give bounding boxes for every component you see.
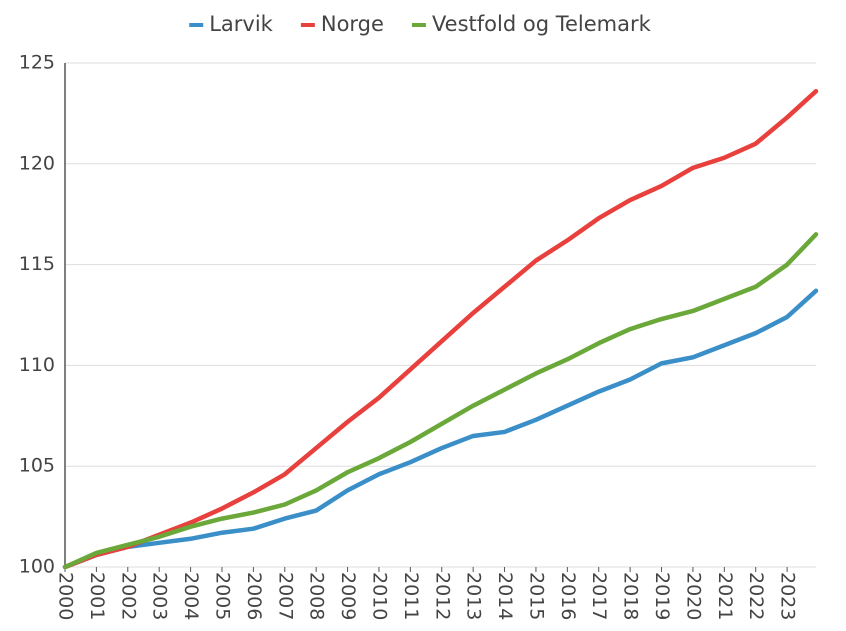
line-series: [62, 288, 819, 570]
x-tick-label: 2002: [117, 572, 139, 620]
x-tick-label: 2007: [274, 572, 296, 620]
legend-label: Larvik: [209, 12, 273, 36]
x-tick-label: 2014: [494, 572, 516, 620]
line-series: [62, 88, 819, 570]
x-tick-label: 2011: [400, 572, 422, 620]
x-tick-label: 2012: [431, 572, 453, 620]
y-tick-label: 100: [19, 556, 55, 578]
y-tick-label: 115: [19, 253, 55, 275]
x-tick-label: 2018: [620, 572, 642, 620]
x-tick-label: 2015: [525, 572, 547, 620]
x-tick-label: 2020: [682, 572, 704, 620]
x-tick-label: 2000: [55, 572, 77, 620]
x-tick-label: 2013: [463, 572, 485, 620]
x-tick-label: 2016: [557, 572, 579, 620]
x-tick-label: 2017: [588, 572, 610, 620]
legend-label: Norge: [321, 12, 384, 36]
x-tick-label: 2006: [243, 572, 265, 620]
x-tick-label: 2021: [714, 572, 736, 620]
x-tick-label: 2009: [337, 572, 359, 620]
x-tick-label: 2008: [306, 572, 328, 620]
x-tick-label: 2005: [211, 572, 233, 620]
x-tick-label: 2001: [86, 572, 108, 620]
y-tick-label: 120: [19, 152, 55, 174]
x-tick-label: 2023: [777, 572, 799, 620]
x-tick-label: 2010: [368, 572, 390, 620]
y-tick-label: 110: [19, 354, 55, 376]
line-series: [62, 232, 819, 570]
x-tick-label: 2003: [149, 572, 171, 620]
y-tick-label: 125: [19, 52, 55, 74]
legend-label: Vestfold og Telemark: [432, 12, 652, 36]
y-tick-label: 105: [19, 455, 55, 477]
x-tick-label: 2004: [180, 572, 202, 620]
x-tick-label: 2019: [651, 572, 673, 620]
x-tick-label: 2022: [745, 572, 767, 620]
